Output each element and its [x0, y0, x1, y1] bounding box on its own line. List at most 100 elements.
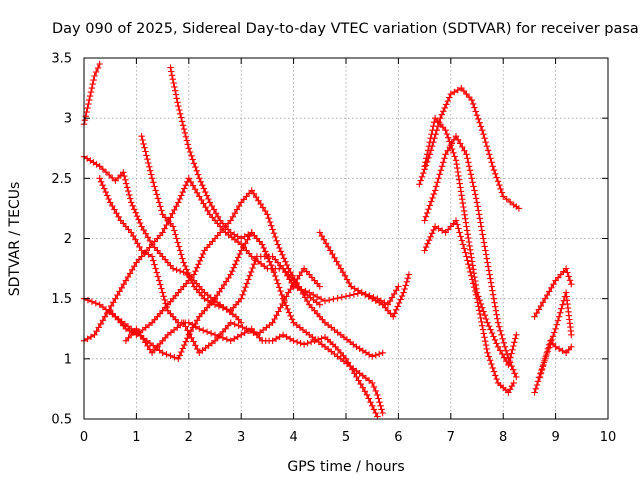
data-point — [263, 251, 270, 258]
data-point — [442, 151, 449, 158]
data-point — [464, 155, 471, 162]
data-point — [253, 194, 260, 201]
data-point — [190, 338, 197, 345]
data-point — [154, 195, 162, 202]
data-point — [235, 202, 243, 210]
data-point — [174, 239, 181, 246]
data-point — [174, 99, 181, 106]
data-point — [422, 213, 430, 220]
data-point — [87, 333, 95, 340]
data-point — [125, 226, 132, 233]
data-point — [187, 178, 195, 186]
data-point — [548, 284, 555, 291]
x-tick-label: 8 — [499, 430, 507, 445]
data-point — [198, 196, 205, 204]
data-point — [454, 221, 461, 228]
data-point — [290, 337, 297, 344]
data-point — [480, 308, 487, 315]
data-point — [207, 330, 215, 337]
data-point — [280, 255, 288, 262]
data-point — [295, 283, 302, 290]
data-point — [473, 295, 481, 302]
series-s17 — [536, 337, 575, 381]
data-point — [463, 227, 471, 234]
data-point — [308, 304, 316, 311]
data-point — [204, 297, 212, 304]
data-point — [329, 250, 336, 258]
data-point — [243, 247, 250, 254]
data-point — [123, 180, 130, 187]
data-point — [440, 159, 447, 166]
data-point — [269, 253, 276, 260]
data-point — [243, 280, 251, 287]
data-point — [568, 331, 575, 338]
data-point — [459, 199, 466, 207]
data-point — [365, 395, 372, 402]
data-point — [143, 152, 150, 159]
data-point — [509, 346, 516, 353]
data-point — [276, 244, 283, 252]
data-point — [180, 259, 187, 266]
data-point — [241, 329, 248, 336]
data-point — [93, 328, 100, 335]
data-point — [431, 223, 439, 230]
series-line — [319, 232, 410, 318]
data-point — [139, 335, 147, 343]
data-point — [190, 283, 198, 290]
data-point — [475, 207, 482, 214]
data-point — [184, 269, 192, 277]
data-point — [467, 268, 474, 276]
data-point — [107, 199, 114, 206]
data-point — [180, 125, 188, 133]
data-point — [359, 384, 366, 391]
data-point — [256, 238, 263, 245]
series-s15 — [531, 265, 575, 320]
data-point — [269, 226, 276, 233]
x-tick-label: 1 — [132, 430, 140, 445]
data-point — [503, 196, 510, 203]
data-point — [232, 261, 239, 268]
data-point — [476, 119, 483, 126]
data-point — [282, 268, 289, 275]
data-point — [195, 261, 202, 268]
data-point — [358, 289, 365, 296]
data-point — [537, 369, 545, 377]
data-point — [179, 188, 186, 196]
data-point — [421, 247, 428, 254]
data-point — [457, 188, 465, 195]
data-point — [398, 292, 406, 300]
data-point — [146, 237, 154, 245]
series-s11 — [416, 84, 523, 212]
data-point — [489, 287, 496, 294]
data-point — [536, 373, 544, 381]
data-point — [558, 305, 565, 312]
data-point — [469, 276, 476, 283]
data-point — [422, 159, 429, 166]
data-point — [84, 297, 92, 304]
data-point — [133, 213, 141, 220]
data-point — [476, 310, 484, 318]
data-point — [375, 395, 382, 402]
data-point — [554, 317, 562, 324]
data-point — [478, 223, 485, 230]
data-point — [245, 231, 252, 238]
data-point — [505, 355, 512, 362]
data-point — [463, 253, 470, 260]
data-point — [126, 270, 134, 277]
data-point — [467, 246, 474, 253]
data-point — [180, 319, 187, 326]
data-point — [501, 354, 508, 361]
data-point — [90, 76, 97, 84]
data-point — [176, 247, 184, 254]
data-point — [454, 136, 462, 143]
data-point — [421, 217, 428, 224]
data-point — [135, 329, 142, 336]
data-point — [428, 198, 435, 205]
data-point — [504, 351, 511, 358]
data-point — [274, 280, 282, 287]
data-point — [178, 192, 185, 199]
data-point — [462, 215, 469, 222]
data-point — [479, 322, 486, 329]
data-point — [484, 147, 492, 154]
data-point — [274, 241, 282, 248]
